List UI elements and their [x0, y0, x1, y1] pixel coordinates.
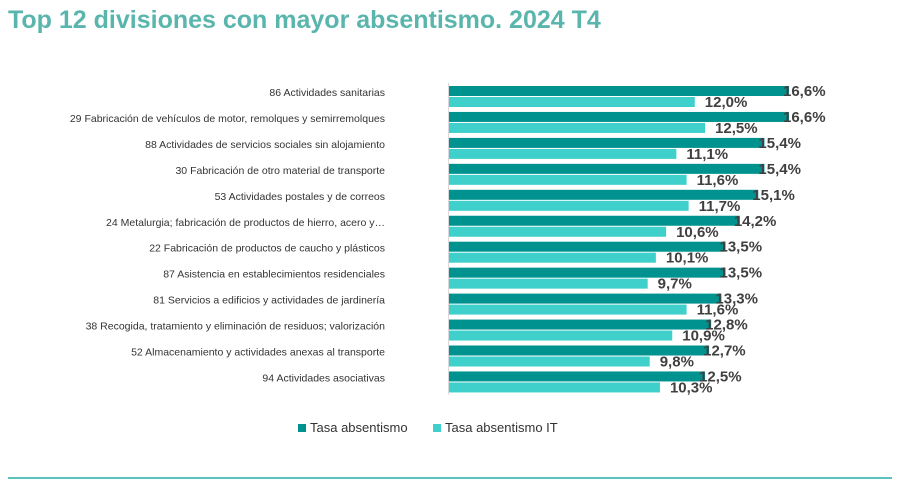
data-label: 13,5%	[720, 265, 763, 282]
data-label: 9,7%	[658, 276, 692, 293]
bar-tasa-absentismo-it	[449, 382, 660, 393]
bar-tasa-absentismo-it	[449, 122, 706, 133]
category-label: 86 Actividades sanitarias	[269, 87, 385, 99]
data-label: 11,6%	[697, 302, 739, 319]
bar-tasa-absentismo	[449, 267, 726, 278]
data-label: 10,6%	[676, 224, 719, 241]
category-label: 22 Fabricación de productos de caucho y …	[149, 243, 385, 255]
category-label: 87 Asistencia en establecimientos reside…	[163, 269, 385, 281]
data-label: 16,6%	[783, 109, 826, 126]
bar-tasa-absentismo-it	[449, 304, 687, 315]
data-label: 10,1%	[666, 250, 709, 267]
bar-tasa-absentismo-it	[449, 356, 650, 367]
data-label: 10,3%	[670, 379, 713, 396]
bar-tasa-absentismo-it	[449, 226, 667, 237]
data-label: 12,8%	[705, 317, 748, 334]
category-label: 38 Recogida, tratamiento y eliminación d…	[86, 321, 386, 333]
bar-tasa-absentismo-it	[449, 97, 695, 107]
data-label: 9,8%	[660, 354, 694, 371]
data-label: 12,5%	[715, 120, 758, 137]
data-label: 16,6%	[783, 83, 826, 100]
chart-title: Top 12 divisiones con mayor absentismo. …	[8, 6, 601, 34]
bar-tasa-absentismo	[449, 293, 722, 304]
data-label: 13,3%	[715, 291, 758, 308]
legend-swatch	[433, 424, 441, 432]
legend-label-tasa-absentismo: Tasa absentismo	[310, 420, 408, 435]
bar-tasa-absentismo	[449, 371, 706, 382]
bar-tasa-absentismo-it	[449, 148, 677, 159]
category-label: 30 Fabricación de otro material de trans…	[175, 165, 385, 177]
bar-tasa-absentismo-it	[449, 174, 687, 185]
data-label: 15,4%	[758, 161, 801, 178]
bar-tasa-absentismo	[449, 86, 789, 96]
data-label: 12,7%	[703, 343, 746, 360]
bar-tasa-absentismo	[449, 163, 765, 174]
bar-tasa-absentismo-it	[449, 252, 656, 263]
data-label: 12,0%	[705, 94, 748, 111]
bottom-divider	[8, 477, 892, 479]
category-label: 81 Servicios a edificios y actividades d…	[153, 295, 385, 307]
category-label: 52 Almacenamiento y actividades anexas a…	[131, 347, 385, 359]
data-label: 15,1%	[752, 187, 795, 204]
bar-tasa-absentismo	[449, 189, 759, 200]
data-label: 10,9%	[682, 328, 725, 345]
category-label: 29 Fabricación de vehículos de motor, re…	[70, 113, 385, 125]
data-label: 13,5%	[720, 239, 763, 256]
category-label: 24 Metalurgia; fabricación de productos …	[106, 217, 385, 229]
bar-tasa-absentismo-it	[449, 200, 689, 211]
data-label: 11,6%	[697, 172, 739, 189]
legend-swatch	[298, 424, 306, 432]
legend-label-tasa-absentismo-it: Tasa absentismo IT	[445, 420, 558, 435]
data-label: 11,1%	[686, 146, 728, 163]
category-label: 94 Actividades asociativas	[262, 372, 385, 384]
bar-tasa-absentismo	[449, 345, 710, 356]
bar-tasa-absentismo	[449, 215, 740, 226]
bar-tasa-absentismo	[449, 111, 789, 122]
data-label: 12,5%	[699, 368, 742, 385]
data-label: 11,7%	[699, 198, 741, 215]
data-label: 14,2%	[734, 213, 777, 230]
category-label: 88 Actividades de servicios sociales sin…	[145, 139, 385, 151]
bar-tasa-absentismo-it	[449, 330, 673, 341]
bar-tasa-absentismo	[449, 319, 712, 330]
bar-tasa-absentismo	[449, 241, 726, 252]
data-label: 15,4%	[758, 135, 801, 152]
bar-tasa-absentismo	[449, 137, 765, 148]
bar-tasa-absentismo-it	[449, 278, 648, 289]
category-label: 53 Actividades postales y de correos	[215, 191, 385, 203]
